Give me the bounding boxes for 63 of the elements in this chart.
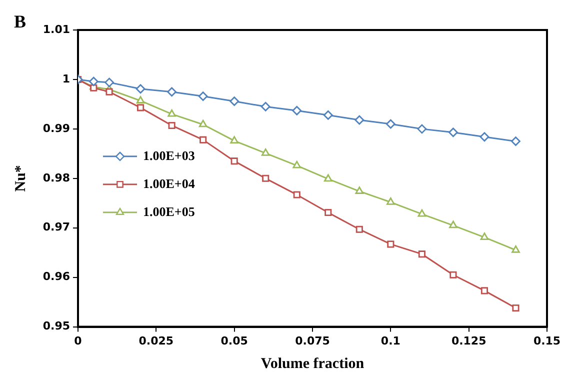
x-tick-label: 0.125 (451, 334, 486, 348)
point (418, 209, 426, 217)
point (354, 115, 364, 125)
x-axis-title: Volume fraction (260, 356, 365, 372)
x-tick-label: 0 (74, 334, 82, 348)
point (480, 132, 490, 142)
point (386, 197, 395, 205)
legend-label: 1.00E+03 (143, 148, 196, 163)
point (88, 76, 98, 86)
point (104, 78, 114, 88)
point (292, 106, 302, 116)
point (198, 120, 208, 128)
point (136, 84, 146, 94)
y-tick-label: 0.96 (42, 270, 70, 284)
point (230, 96, 240, 106)
point (387, 240, 394, 248)
point (168, 109, 176, 117)
point (448, 128, 458, 138)
point (386, 119, 396, 129)
point (449, 220, 458, 228)
point (230, 158, 238, 165)
point (167, 87, 176, 97)
point (324, 174, 332, 182)
point (512, 245, 520, 253)
point (417, 124, 427, 134)
x-tick-label: 0.075 (295, 334, 330, 348)
point (260, 102, 270, 112)
point (511, 136, 520, 146)
point (198, 92, 208, 101)
y-tick-label: 0.99 (42, 122, 70, 135)
point (450, 271, 457, 278)
y-tick-label: 0.95 (42, 320, 70, 333)
point (262, 174, 270, 182)
point (480, 232, 489, 240)
point (168, 122, 176, 129)
point (230, 136, 238, 144)
legend-label: 1.00E+05 (143, 204, 196, 219)
point (356, 226, 363, 233)
point (293, 191, 300, 198)
point (480, 287, 488, 294)
legend-label: 1.00E+04 (143, 176, 196, 191)
x-tick-label: 0.05 (220, 334, 248, 348)
point (137, 104, 144, 112)
point (292, 160, 302, 168)
point (200, 136, 207, 144)
y-tick-label: 1 (62, 72, 70, 86)
point (90, 84, 98, 92)
point (261, 148, 270, 156)
point (512, 304, 520, 312)
point (136, 96, 145, 104)
y-tick-label: 0.98 (42, 171, 70, 184)
x-tick-label: 0.025 (138, 334, 174, 348)
y-axis-title: Nu* (12, 165, 29, 192)
x-tick-label: 0.1 (380, 334, 400, 348)
y-tick-label: 1.01 (42, 22, 70, 36)
x-tick-label: 0.15 (533, 334, 561, 348)
point (418, 250, 426, 258)
point (355, 186, 364, 194)
point (323, 110, 333, 120)
point (106, 88, 113, 96)
y-tick-label: 0.97 (42, 220, 70, 234)
point (324, 209, 332, 216)
text: B (14, 12, 26, 32)
